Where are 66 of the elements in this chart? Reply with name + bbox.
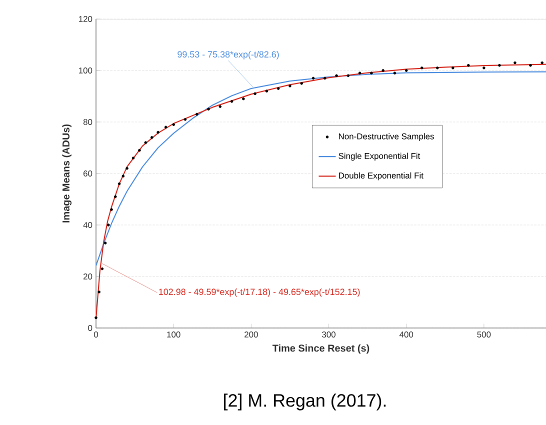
point (98, 290, 101, 294)
point (420, 66, 424, 70)
point (323, 76, 326, 80)
y-tick-label: 20 (83, 274, 92, 280)
point (156, 130, 160, 134)
point (107, 224, 110, 226)
y-tick-label: 40 (83, 222, 92, 228)
y-tick-label: 60 (84, 170, 92, 176)
annotation: 99.53 - 75.38*exp(-t/82.6) (178, 50, 279, 60)
y-tick-label: 120 (79, 16, 92, 22)
x-tick-label: 200 (244, 332, 258, 338)
point (138, 148, 141, 152)
legend-label: Single Exponential Fit (338, 152, 420, 161)
point (100, 267, 104, 270)
x-tick-label: 400 (399, 332, 414, 338)
point (126, 166, 128, 170)
point (265, 90, 268, 92)
point (184, 118, 187, 121)
point (104, 242, 107, 244)
point (230, 100, 234, 103)
point (288, 84, 292, 88)
point (467, 64, 470, 67)
point (382, 69, 384, 72)
point (122, 174, 125, 178)
point (164, 126, 168, 129)
y-tick-label: 100 (79, 68, 92, 74)
point (254, 92, 256, 96)
point (144, 141, 148, 144)
point (335, 74, 338, 78)
point (452, 66, 454, 70)
x-tick-label: 0 (94, 332, 98, 338)
legend-label: Double Exponential Fit (338, 172, 424, 180)
point (404, 69, 408, 72)
point (207, 108, 210, 111)
point (94, 316, 98, 320)
point (300, 82, 304, 85)
point (358, 72, 362, 74)
point (150, 136, 154, 139)
x-tick-label: 300 (322, 332, 336, 338)
point (172, 123, 175, 126)
point (346, 74, 350, 78)
point (276, 87, 280, 90)
point (242, 97, 245, 100)
point (370, 72, 373, 74)
point (312, 76, 315, 80)
point (498, 64, 501, 67)
x-tick-label: 100 (167, 332, 180, 338)
y-axis-title: Image Means (ADUs) (62, 124, 72, 222)
point (482, 66, 486, 70)
point (514, 61, 516, 64)
point (218, 105, 222, 108)
y-tick-label: 80 (83, 119, 92, 125)
text: [2] M. Regan (2017). (224, 394, 386, 410)
point (110, 208, 113, 211)
point (436, 66, 439, 70)
annotation: 102.98 - 49.59*exp(-t/17.18) - 49.65*exp(-t/152.15) (159, 288, 360, 297)
point (195, 112, 198, 116)
point (118, 182, 121, 186)
point (529, 64, 532, 67)
y-tick-label: 0 (88, 325, 92, 331)
x-axis-title: Time Since Reset (s) (272, 344, 370, 354)
x-tick-label: 500 (477, 332, 491, 338)
point (132, 156, 135, 160)
point (114, 195, 117, 198)
legend-label: Non-Destructive Samples (338, 133, 434, 142)
point (393, 72, 396, 74)
